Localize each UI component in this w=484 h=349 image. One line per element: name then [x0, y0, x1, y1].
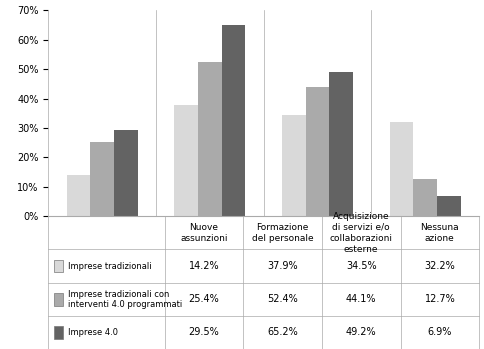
- FancyBboxPatch shape: [54, 260, 63, 272]
- Text: 52.4%: 52.4%: [267, 294, 298, 304]
- Text: Imprese tradizionali: Imprese tradizionali: [68, 261, 152, 270]
- Text: Formazione
del personale: Formazione del personale: [252, 223, 314, 243]
- FancyBboxPatch shape: [54, 326, 63, 339]
- Text: 29.5%: 29.5%: [189, 327, 219, 337]
- Text: Nuove
assunzioni: Nuove assunzioni: [180, 223, 228, 243]
- Bar: [198, 62, 222, 216]
- Text: Imprese 4.0: Imprese 4.0: [68, 328, 118, 337]
- Text: 6.9%: 6.9%: [428, 327, 452, 337]
- Text: 49.2%: 49.2%: [346, 327, 377, 337]
- Text: Imprese tradizionali con
interventi 4.0 programmati: Imprese tradizionali con interventi 4.0 …: [68, 290, 182, 309]
- Text: 37.9%: 37.9%: [267, 261, 298, 271]
- Text: 44.1%: 44.1%: [346, 294, 377, 304]
- Text: 14.2%: 14.2%: [189, 261, 219, 271]
- Text: 25.4%: 25.4%: [189, 294, 219, 304]
- Bar: [306, 87, 330, 216]
- Bar: [114, 129, 138, 216]
- Bar: [413, 179, 437, 216]
- Bar: [437, 196, 461, 216]
- Bar: [330, 72, 353, 216]
- Bar: [222, 24, 245, 216]
- Bar: [91, 142, 114, 216]
- Bar: [390, 121, 413, 216]
- Text: 32.2%: 32.2%: [424, 261, 455, 271]
- Text: 12.7%: 12.7%: [424, 294, 455, 304]
- Bar: [282, 115, 306, 216]
- Text: Acquisizione
di servizi e/o
collaborazioni
esterne: Acquisizione di servizi e/o collaborazio…: [330, 212, 393, 254]
- Bar: [174, 105, 198, 216]
- Text: 65.2%: 65.2%: [267, 327, 298, 337]
- FancyBboxPatch shape: [54, 293, 63, 305]
- Bar: [67, 174, 91, 216]
- Text: Nessuna
azione: Nessuna azione: [421, 223, 459, 243]
- Text: 34.5%: 34.5%: [346, 261, 377, 271]
